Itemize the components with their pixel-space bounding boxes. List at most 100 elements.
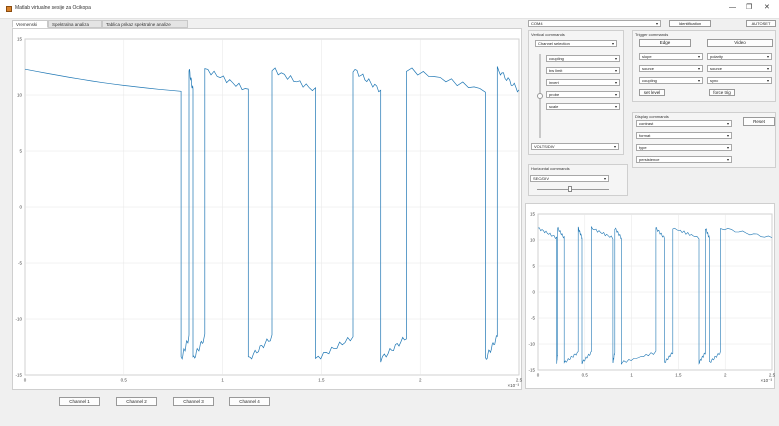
y-tick-label: -10 <box>528 342 535 347</box>
minimize-icon[interactable]: — <box>729 4 736 11</box>
y-tick-label: 0 <box>19 205 22 210</box>
polarity-select[interactable]: polarity ▾ <box>707 53 772 60</box>
type-select[interactable]: type ▾ <box>636 144 732 151</box>
chevron-down-icon: ▾ <box>726 121 729 126</box>
force-trig-button[interactable]: force trig <box>709 89 735 96</box>
chevron-down-icon: ▾ <box>697 54 700 59</box>
persistence-select[interactable]: persistence ▾ <box>636 156 732 163</box>
chevron-down-icon: ▾ <box>603 176 606 181</box>
chevron-down-icon: ▾ <box>614 92 617 97</box>
channel-4-button[interactable]: Channel 4 <box>229 397 270 406</box>
sec-div-value: SEC/DIV <box>533 176 550 181</box>
chevron-down-icon: ▾ <box>614 104 617 109</box>
bw-limit-value: bw limit <box>549 68 563 73</box>
sync-select[interactable]: sync ▾ <box>707 77 772 84</box>
x-tick-label: 2 <box>724 373 727 378</box>
reset-button[interactable]: Reset <box>743 117 775 126</box>
slope-value: slope <box>642 54 652 59</box>
chevron-down-icon: ▾ <box>766 66 769 71</box>
trigger-source-select[interactable]: source ▾ <box>639 65 703 72</box>
y-tick-label: 15 <box>530 212 536 217</box>
channel-3-button[interactable]: Channel 3 <box>173 397 214 406</box>
y-tick-label: -15 <box>15 373 22 378</box>
identification-button[interactable]: Identification <box>669 20 711 27</box>
probe-value: probe <box>549 92 560 97</box>
waveform-series <box>537 225 773 365</box>
invert-value: invert <box>549 80 559 85</box>
chevron-down-icon: ▾ <box>726 157 729 162</box>
video-source-select[interactable]: source ▾ <box>707 65 772 72</box>
trigger-commands-panel: Trigger commands Edge Video slope ▾ sourc… <box>632 30 776 102</box>
device-select-value: COM4 <box>531 21 543 26</box>
channel-selection-select[interactable]: Channel selection ▾ <box>535 40 617 47</box>
horizontal-slider-track[interactable] <box>537 189 609 190</box>
horizontal-slider-thumb[interactable] <box>568 186 572 192</box>
chevron-down-icon: ▾ <box>613 144 616 149</box>
format-value: format <box>639 133 651 138</box>
chevron-down-icon: ▾ <box>697 78 700 83</box>
device-select[interactable]: COM4 ▾ <box>528 20 661 27</box>
trigger-commands-title: Trigger commands <box>635 32 669 37</box>
app-icon <box>6 6 12 12</box>
tab-spektralna[interactable]: Spektralna analiza <box>48 20 102 28</box>
volts-div-value: VOLTS/DIV <box>534 144 555 149</box>
y-tick-label: 5 <box>19 149 22 154</box>
display-commands-title: Display commands <box>635 114 669 119</box>
close-icon[interactable]: ✕ <box>764 4 770 11</box>
y-tick-label: 0 <box>532 290 535 295</box>
volts-div-select[interactable]: VOLTS/DIV ▾ <box>531 143 619 150</box>
y-tick-label: -5 <box>531 316 535 321</box>
trigger-coupling-select[interactable]: coupling ▾ <box>639 77 703 84</box>
y-tick-label: 5 <box>532 264 535 269</box>
y-tick-label: 15 <box>17 37 23 42</box>
sync-value: sync <box>710 78 719 83</box>
coupling-select[interactable]: coupling ▾ <box>546 55 620 62</box>
trigger-source-value: source <box>642 66 655 71</box>
chevron-down-icon: ▾ <box>766 54 769 59</box>
x-tick-label: 2 <box>419 378 422 383</box>
main-plot-panel: 15 10 5 0 -5 -10 -15 0 0.5 1 1.5 2 2.5 ×10⁻³ <box>12 28 523 390</box>
tab-tablica[interactable]: Tablica prikaz spektralne analize <box>102 20 188 28</box>
scale-select[interactable]: scale ▾ <box>546 103 620 110</box>
format-select[interactable]: format ▾ <box>636 132 732 139</box>
invert-select[interactable]: invert ▾ <box>546 79 620 86</box>
chevron-down-icon: ▾ <box>766 78 769 83</box>
probe-select[interactable]: probe ▾ <box>546 91 620 98</box>
trigger-coupling-value: coupling <box>642 78 657 83</box>
video-button[interactable]: Video <box>707 39 773 47</box>
set-level-button[interactable]: set level <box>639 89 665 96</box>
x-tick-label: 0 <box>537 373 540 378</box>
y-tick-label: -10 <box>15 317 22 322</box>
small-plot-panel: 15 10 5 0 -5 -10 -15 0 0.5 1 1.5 2 2.5 ×10⁻³ <box>525 203 776 389</box>
type-value: type <box>639 145 647 150</box>
x-tick-label: 0.5 <box>121 378 128 383</box>
x-tick-label: 1.5 <box>675 373 682 378</box>
waveform-series <box>24 66 520 363</box>
scale-value: scale <box>549 104 559 109</box>
y-tick-label: -15 <box>528 368 535 373</box>
tab-vremenski[interactable]: Vremenski <box>12 20 48 28</box>
vertical-commands-title: Vertical commands <box>531 32 565 37</box>
y-tick-label: 10 <box>530 238 536 243</box>
chevron-down-icon: ▾ <box>614 80 617 85</box>
channel-1-button[interactable]: Channel 1 <box>59 397 100 406</box>
slope-select[interactable]: slope ▾ <box>639 53 703 60</box>
polarity-value: polarity <box>710 54 723 59</box>
bw-limit-select[interactable]: bw limit ▾ <box>546 67 620 74</box>
x-tick-label: 1 <box>630 373 633 378</box>
x-tick-label: 0.5 <box>582 373 589 378</box>
horizontal-commands-panel: Horizontal commands SEC/DIV ▾ <box>528 164 628 196</box>
y-tick-label: 10 <box>17 93 23 98</box>
vertical-slider-thumb[interactable] <box>537 93 543 99</box>
chevron-down-icon: ▾ <box>614 56 617 61</box>
autoset-button[interactable]: AUTOSET <box>746 20 776 27</box>
horizontal-commands-title: Horizontal commands <box>531 166 570 171</box>
maximize-icon[interactable]: ❐ <box>746 4 753 11</box>
contrast-select[interactable]: contrast ▾ <box>636 120 732 127</box>
chevron-down-icon: ▾ <box>726 133 729 138</box>
video-source-value: source <box>710 66 723 71</box>
channel-2-button[interactable]: Channel 2 <box>116 397 157 406</box>
sec-div-select[interactable]: SEC/DIV ▾ <box>530 175 609 182</box>
edge-button[interactable]: Edge <box>639 39 691 47</box>
coupling-value: coupling <box>549 56 564 61</box>
